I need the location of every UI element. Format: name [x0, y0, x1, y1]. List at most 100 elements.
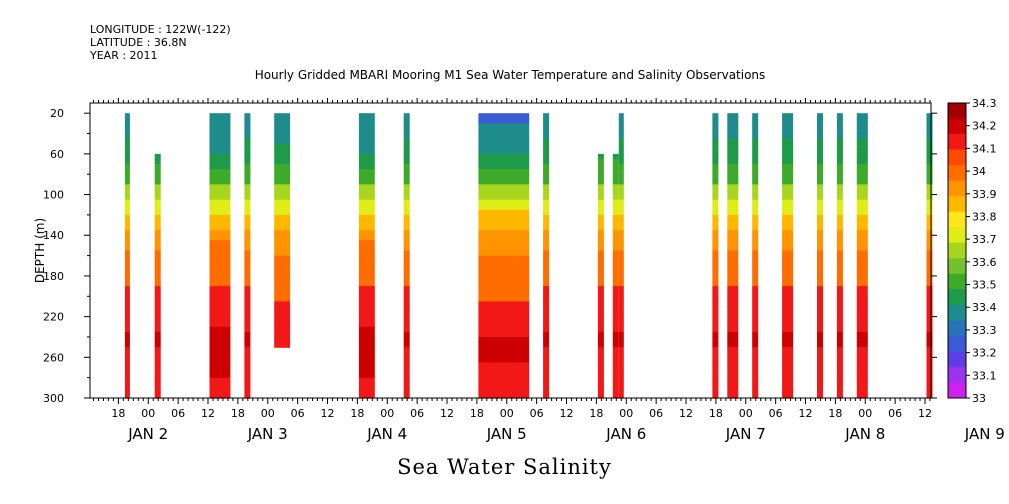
data-cell [274, 138, 291, 145]
data-cell [782, 255, 794, 262]
data-cell [274, 123, 291, 129]
data-cell [782, 301, 794, 308]
colorbar-swatch [948, 134, 966, 150]
data-cell [612, 367, 619, 374]
data-cell [712, 286, 719, 292]
data-cell [727, 118, 739, 124]
data-cell [856, 250, 868, 257]
data-cell [782, 357, 794, 363]
data-cell [618, 352, 624, 358]
data-cell [926, 357, 933, 363]
data-cell [712, 352, 719, 358]
data-cell [612, 352, 619, 358]
data-cell [817, 392, 823, 399]
data-cell [836, 214, 843, 221]
data-cell [712, 158, 719, 165]
data-cell [782, 275, 794, 282]
data-cell [124, 113, 130, 119]
data-cell [597, 245, 604, 252]
data-cell [209, 286, 231, 292]
data-cell [782, 133, 794, 140]
data-cell [712, 275, 719, 282]
data-cell [543, 331, 550, 338]
data-cell [618, 260, 624, 267]
colorbar-swatch [948, 149, 966, 166]
data-cell [597, 321, 604, 328]
data-cell [209, 270, 231, 277]
data-cell [782, 199, 794, 206]
data-cell [478, 301, 530, 308]
data-cell [209, 158, 231, 165]
data-cell [727, 204, 739, 211]
data-cell [856, 337, 868, 343]
data-cell [836, 235, 843, 241]
y-tick-label: 260 [43, 351, 64, 364]
data-cell [782, 184, 794, 191]
data-cell [817, 342, 823, 348]
data-cell [244, 143, 251, 150]
data-cell [856, 148, 868, 155]
data-cell [244, 245, 251, 252]
data-cell [274, 225, 291, 231]
data-cell [209, 118, 231, 124]
data-cell [752, 291, 759, 297]
data-cell [817, 367, 823, 374]
data-cell [274, 311, 291, 318]
data-cell [358, 189, 375, 196]
data-cell [752, 347, 759, 353]
data-cell [926, 118, 933, 124]
data-cell [618, 164, 624, 170]
data-cell [597, 194, 604, 201]
data-cell [543, 362, 550, 369]
data-cell [817, 382, 823, 389]
data-cell [543, 148, 550, 155]
data-cell [543, 382, 550, 389]
data-cell [752, 143, 759, 150]
data-cell [926, 209, 933, 216]
data-cell [817, 326, 823, 333]
data-cell [358, 128, 375, 135]
data-cell [209, 392, 231, 399]
data-cell [124, 148, 130, 155]
data-cell [274, 214, 291, 221]
data-cell [244, 326, 251, 333]
data-cell [244, 235, 251, 241]
data-cell [926, 240, 933, 246]
data-cell [403, 367, 410, 374]
data-cell [124, 275, 130, 282]
data-cell [403, 214, 410, 221]
data-cell [752, 174, 759, 180]
data-cell [856, 260, 868, 267]
colorbar-tick-label: 33.3 [972, 324, 997, 337]
data-cell [782, 123, 794, 129]
data-cell [926, 265, 933, 272]
data-cell [836, 301, 843, 308]
data-cell [597, 184, 604, 191]
data-cell [618, 250, 624, 257]
data-cell [752, 296, 759, 302]
data-cell [403, 316, 410, 323]
data-cell [712, 377, 719, 384]
data-cell [244, 220, 251, 226]
data-cell [274, 235, 291, 241]
data-cell [817, 153, 823, 160]
data-cell [752, 352, 759, 358]
colorbar-frame [947, 102, 967, 399]
data-cell [752, 240, 759, 246]
data-cell [836, 184, 843, 191]
data-cell [836, 133, 843, 140]
data-cell [274, 260, 291, 267]
data-cell [612, 326, 619, 333]
data-cell [782, 164, 794, 170]
data-cell [782, 260, 794, 267]
data-cell [209, 128, 231, 135]
data-cell [209, 296, 231, 302]
x-hour-label: 12 [799, 407, 813, 420]
data-cell [727, 153, 739, 160]
data-cell [782, 169, 794, 175]
data-cell [403, 275, 410, 282]
data-cell [478, 357, 530, 363]
data-cell [612, 230, 619, 236]
data-cell [403, 194, 410, 201]
data-cell [817, 209, 823, 216]
